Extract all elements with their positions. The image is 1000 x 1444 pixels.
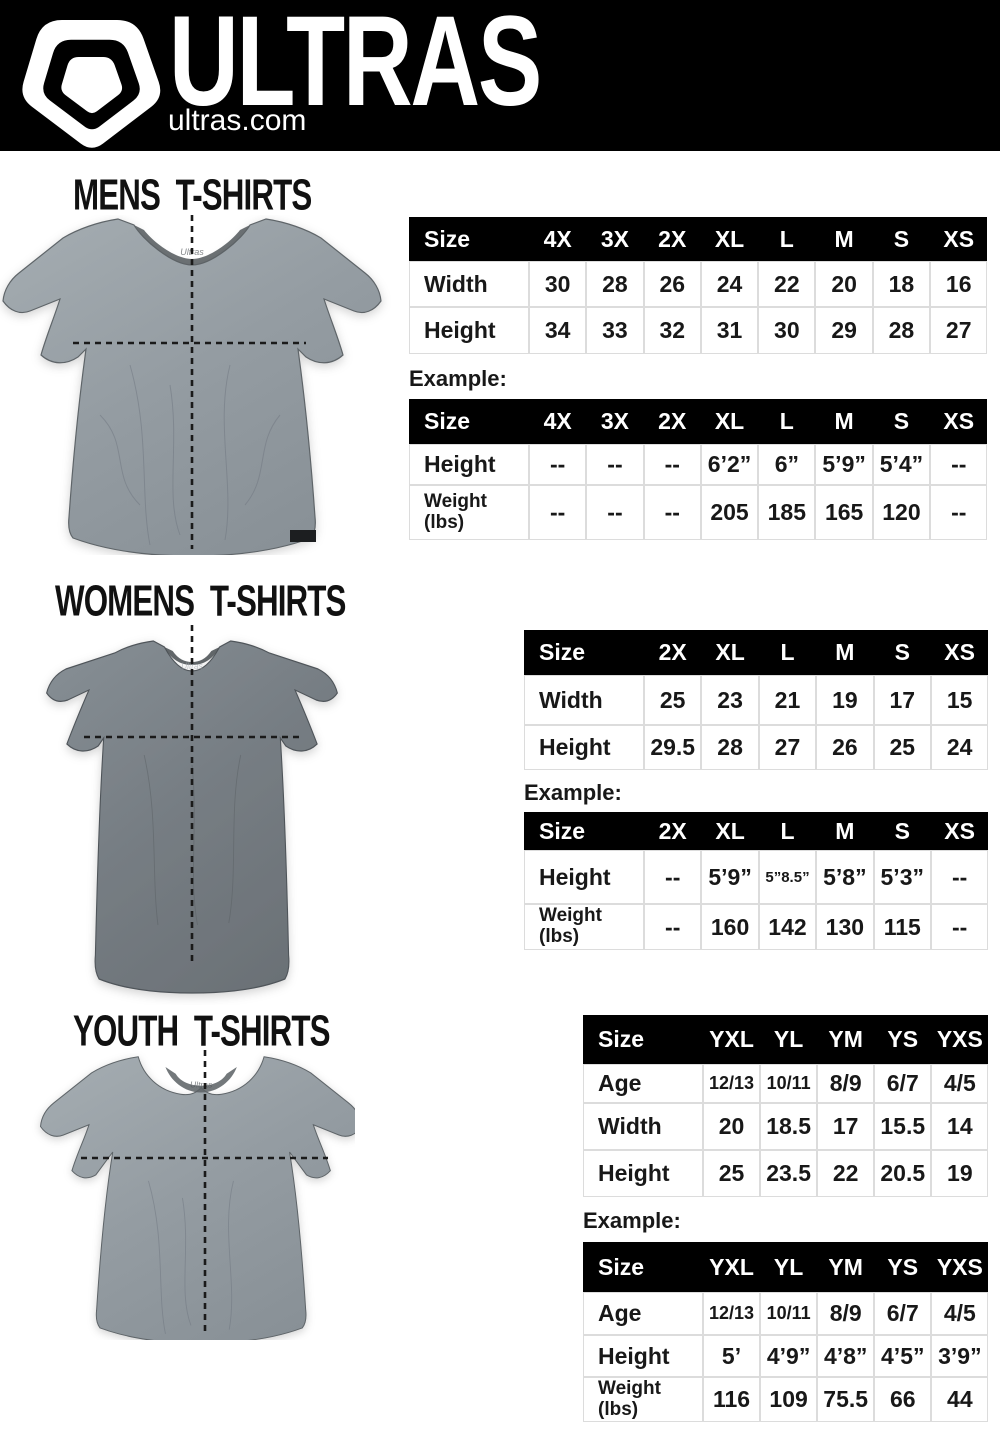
svg-text:Ultras: Ultras [190, 1079, 213, 1089]
